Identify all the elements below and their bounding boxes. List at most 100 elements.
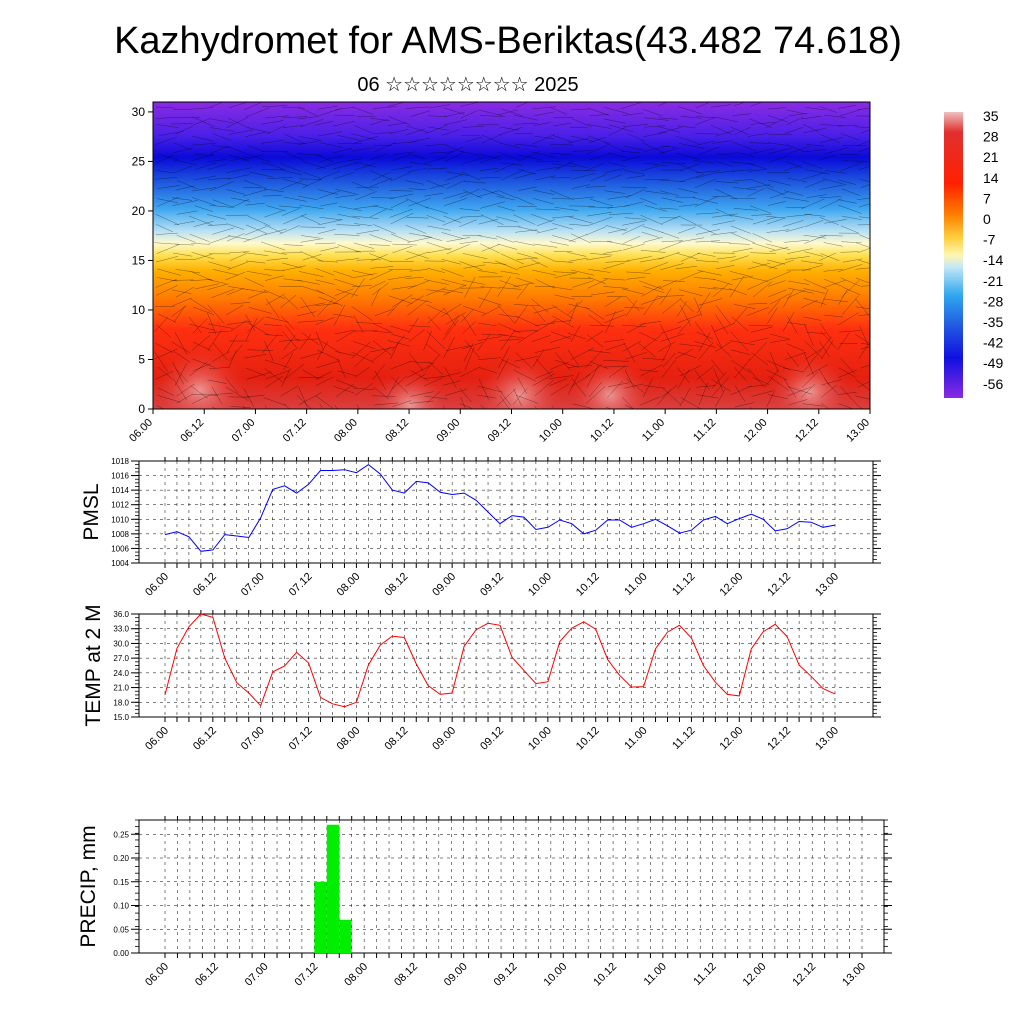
heat-x-tick-label: 06.12 <box>178 417 206 445</box>
precip-bar <box>339 919 352 953</box>
x-tick-label: 10.00 <box>526 725 554 753</box>
x-tick-label: 10.00 <box>541 961 569 989</box>
series-line <box>164 463 836 552</box>
y-tick-label: 0.00 <box>113 949 129 958</box>
x-tick-label: 07.12 <box>287 571 315 599</box>
y-tick-label: 0.15 <box>113 878 129 887</box>
y-tick-label: 1006 <box>111 544 129 553</box>
x-tick-label: 10.12 <box>591 961 619 989</box>
x-tick-label: 12.00 <box>717 725 745 753</box>
x-tick-label: 07.12 <box>287 725 315 753</box>
colorbar-label: -7 <box>983 232 996 248</box>
colorbar-label: -21 <box>983 273 1003 289</box>
x-tick-label: 08.12 <box>392 961 420 989</box>
y-tick-label: 1012 <box>111 501 129 510</box>
heat-x-tick-label: 12.00 <box>742 417 770 445</box>
y-tick-label: 1014 <box>111 486 129 495</box>
heat-x-tick-label: 10.12 <box>588 417 616 445</box>
x-tick-label: 07.00 <box>239 571 267 599</box>
y-tick-label: 33.0 <box>113 625 129 634</box>
colorbar-label: 21 <box>983 149 999 165</box>
chart-subtitle: 06 ☆☆☆☆☆☆☆☆ 2025 <box>357 74 578 96</box>
precip-bar <box>326 824 340 953</box>
x-tick-label: 12.12 <box>790 961 818 989</box>
y-axis-title: PMSL <box>80 483 103 540</box>
chart-title: Kazhydromet for AMS-Beriktas(43.482 74.6… <box>114 20 902 62</box>
heat-x-tick-label: 12.12 <box>793 417 821 445</box>
wind-barbs <box>154 102 870 409</box>
x-tick-label: 08.00 <box>342 961 370 989</box>
x-tick-label: 06.00 <box>143 571 171 599</box>
y-tick-label: 1016 <box>111 472 129 481</box>
x-tick-label: 07.12 <box>293 961 321 989</box>
y-tick-label: 36.0 <box>113 610 129 619</box>
cross-section-panel: 0 5 10 15 20 25 30 06.00 06.12 07.00 07.12 08.00 08.… <box>127 101 872 445</box>
temperature-panel: 15.0 18.0 21.0 24.0 27.0 30.0 33.0 36.0 06.00 06.… <box>82 604 881 753</box>
colorbar-label: -35 <box>983 314 1003 330</box>
x-tick-label: 08.00 <box>335 571 363 599</box>
warm-core-3 <box>568 357 652 409</box>
colorbar-label: -56 <box>983 376 1003 392</box>
y-tick-label: 0.10 <box>113 902 129 911</box>
y-axis-title: PRECIP, mm <box>77 825 100 947</box>
x-tick-label: 06.12 <box>193 961 221 989</box>
x-tick-label: 09.00 <box>442 961 470 989</box>
warm-core-1 <box>370 369 450 409</box>
panel-pmsl-frame <box>138 460 874 564</box>
y-tick-label: 0.05 <box>113 925 129 934</box>
precipitation-panel: 0.00 0.05 0.10 0.15 0.20 0.25 06.00 06.12 07.00 0… <box>77 816 892 989</box>
colorbar-label: 0 <box>983 211 991 227</box>
colorbar-label: 7 <box>983 190 991 206</box>
y-tick-label: 1018 <box>111 457 129 466</box>
y-tick-label: 0.20 <box>113 854 129 863</box>
x-tick-label: 11.00 <box>642 961 669 988</box>
panel-precip-frame <box>138 819 885 954</box>
heat-y-tick-label: 30 <box>132 105 146 119</box>
heat-y-tick-label: 20 <box>132 204 146 218</box>
heat-x-tick-label: 07.00 <box>230 417 258 445</box>
heat-y-tick-label: 15 <box>132 253 146 267</box>
pmsl-panel: 1004 1006 1008 1010 1012 1014 1016 1018 06.00 06.… <box>80 457 881 599</box>
precip-bar <box>314 881 327 953</box>
colorbar-label: 35 <box>983 108 999 124</box>
colorbar-label: -28 <box>983 293 1003 309</box>
x-tick-label: 12.12 <box>765 571 793 599</box>
heat-y-tick-label: 5 <box>138 352 145 366</box>
x-tick-label: 12.00 <box>717 571 745 599</box>
x-tick-label: 06.00 <box>143 961 171 989</box>
heat-x-tick-label: 09.12 <box>486 417 514 445</box>
colorbar-label: -14 <box>983 252 1003 268</box>
y-tick-label: 1010 <box>111 515 129 524</box>
heat-x-tick-label: 13.00 <box>844 417 872 445</box>
x-tick-label: 09.12 <box>478 571 506 599</box>
y-axis-title: TEMP at 2 M <box>82 604 105 726</box>
colorbar-label: 14 <box>983 170 999 186</box>
x-tick-label: 11.12 <box>691 961 718 988</box>
colorbar-label: -49 <box>983 355 1003 371</box>
wind-overlay <box>153 102 870 409</box>
x-tick-label: 11.12 <box>670 571 697 598</box>
x-tick-label: 08.12 <box>382 725 410 753</box>
x-tick-label: 08.00 <box>335 725 363 753</box>
x-tick-label: 13.00 <box>813 725 841 753</box>
y-tick-label: 21.0 <box>113 684 129 693</box>
x-tick-label: 12.00 <box>741 961 769 989</box>
y-tick-label: 0.25 <box>113 830 129 839</box>
x-tick-label: 12.12 <box>765 725 793 753</box>
series-line <box>164 613 836 708</box>
heat-x-tick-label: 11.00 <box>640 417 667 444</box>
x-tick-label: 08.12 <box>382 571 410 599</box>
x-tick-label: 11.00 <box>622 725 649 752</box>
x-tick-label: 07.00 <box>243 961 271 989</box>
x-tick-label: 11.12 <box>670 725 697 752</box>
x-tick-label: 06.12 <box>191 571 219 599</box>
x-tick-label: 09.00 <box>430 725 458 753</box>
heat-y-tick-label: 10 <box>132 303 146 317</box>
x-tick-label: 06.12 <box>191 725 219 753</box>
y-tick-label: 30.0 <box>113 639 129 648</box>
x-tick-label: 09.12 <box>478 725 506 753</box>
heat-x-tick-label: 07.12 <box>281 417 309 445</box>
x-tick-label: 06.00 <box>143 725 171 753</box>
x-tick-label: 11.00 <box>622 571 649 598</box>
